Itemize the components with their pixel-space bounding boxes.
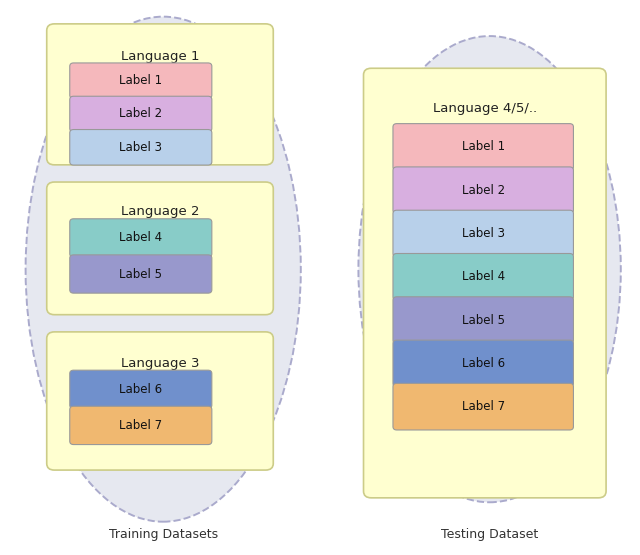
Ellipse shape <box>358 36 621 502</box>
FancyBboxPatch shape <box>70 219 212 257</box>
FancyBboxPatch shape <box>393 384 573 430</box>
FancyBboxPatch shape <box>364 68 606 498</box>
Text: Language 4/5/..: Language 4/5/.. <box>433 102 537 115</box>
Text: Language 1: Language 1 <box>121 50 199 63</box>
FancyBboxPatch shape <box>47 332 273 470</box>
FancyBboxPatch shape <box>393 297 573 344</box>
Text: Label 7: Label 7 <box>119 419 163 432</box>
Ellipse shape <box>26 17 301 522</box>
FancyBboxPatch shape <box>393 254 573 300</box>
Text: Label 2: Label 2 <box>461 184 505 196</box>
FancyBboxPatch shape <box>393 124 573 170</box>
FancyBboxPatch shape <box>393 210 573 257</box>
FancyBboxPatch shape <box>47 24 273 165</box>
Text: Label 1: Label 1 <box>119 74 163 87</box>
Text: Label 6: Label 6 <box>461 357 505 370</box>
Text: Label 3: Label 3 <box>461 227 505 240</box>
FancyBboxPatch shape <box>70 129 212 165</box>
Text: Testing Dataset: Testing Dataset <box>441 528 538 541</box>
Text: Label 4: Label 4 <box>461 270 505 283</box>
Text: Language 2: Language 2 <box>121 205 199 219</box>
Text: Label 6: Label 6 <box>119 383 163 396</box>
FancyBboxPatch shape <box>47 182 273 315</box>
Text: Label 3: Label 3 <box>119 141 163 154</box>
Text: Label 5: Label 5 <box>119 268 163 280</box>
Text: Label 7: Label 7 <box>461 400 505 413</box>
Text: Label 2: Label 2 <box>119 108 163 120</box>
FancyBboxPatch shape <box>70 255 212 293</box>
Text: Training Datasets: Training Datasets <box>109 528 218 541</box>
Text: Language 3: Language 3 <box>121 357 199 370</box>
FancyBboxPatch shape <box>393 167 573 214</box>
FancyBboxPatch shape <box>393 340 573 387</box>
FancyBboxPatch shape <box>70 96 212 132</box>
Text: Label 5: Label 5 <box>461 314 505 326</box>
FancyBboxPatch shape <box>70 63 212 98</box>
Text: Label 1: Label 1 <box>461 140 505 153</box>
FancyBboxPatch shape <box>70 370 212 408</box>
Text: Label 4: Label 4 <box>119 231 163 244</box>
FancyBboxPatch shape <box>70 406 212 445</box>
